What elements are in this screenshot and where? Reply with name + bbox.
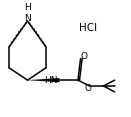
- Text: HCl: HCl: [79, 23, 97, 33]
- Text: O: O: [85, 84, 92, 93]
- Text: H: H: [24, 3, 31, 12]
- Text: HN: HN: [44, 76, 58, 85]
- Text: N: N: [24, 14, 31, 23]
- Polygon shape: [28, 78, 60, 82]
- Text: O: O: [80, 52, 87, 61]
